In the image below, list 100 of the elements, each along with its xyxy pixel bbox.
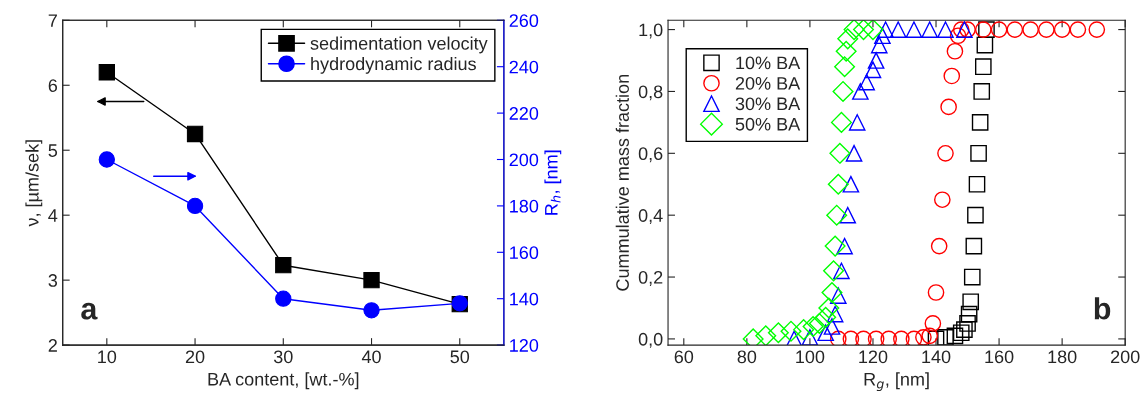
point: [956, 321, 973, 338]
y2-tick-label: 200: [509, 153, 539, 167]
annotation: b: [1094, 297, 1111, 320]
point: [874, 27, 891, 45]
point: [839, 206, 857, 224]
point: [952, 21, 970, 38]
point: [830, 111, 852, 133]
point: [973, 83, 991, 100]
y2-tick-label: 180: [510, 199, 539, 213]
point: [1069, 21, 1087, 38]
point: [826, 204, 848, 226]
point: [968, 175, 986, 193]
point: [867, 52, 885, 69]
x-tick-label: 160: [985, 350, 1014, 364]
point: [186, 197, 204, 215]
y-tick-label: 4: [48, 209, 58, 222]
point: [893, 330, 910, 346]
annotation: a: [81, 302, 98, 320]
point: [943, 67, 961, 85]
point: [976, 36, 994, 54]
point: [927, 330, 945, 346]
point: [960, 305, 978, 323]
y-tick-label: 0,0: [638, 332, 663, 348]
point: [98, 151, 115, 168]
y-tick-label: 0,6: [638, 147, 663, 163]
point: [905, 330, 923, 346]
point: [793, 319, 815, 341]
y-tick-label: 6: [48, 79, 58, 92]
x-tick-label: 50: [450, 350, 470, 364]
x-tick-label: 120: [859, 350, 888, 364]
point: [959, 315, 976, 332]
point: [275, 290, 292, 307]
y-tick-label: 1,0: [639, 23, 663, 39]
point: [832, 80, 854, 102]
point: [842, 330, 860, 346]
point: [937, 144, 954, 162]
y2-tick-label: 240: [509, 60, 539, 74]
point: [852, 83, 869, 100]
legend-label: sedimentation velocity: [310, 36, 488, 54]
y-tick-label: 0,2: [638, 270, 663, 286]
point: [1038, 21, 1055, 38]
x-tick-label: 60: [674, 350, 694, 364]
y-axis-title: Cummulative mass fraction: [615, 75, 629, 291]
y2-tick-label: 160: [510, 246, 539, 260]
point: [921, 21, 939, 38]
y-tick-label: 2: [48, 339, 57, 352]
x-tick-label: 10: [98, 350, 117, 364]
legend-label: 30% BA: [735, 97, 801, 111]
point: [974, 58, 992, 76]
point: [867, 330, 885, 346]
y-tick-label: 7: [48, 14, 57, 27]
x-tick-label: 20: [185, 350, 205, 364]
point: [880, 330, 898, 346]
point: [940, 98, 957, 116]
point: [921, 327, 939, 345]
point: [877, 21, 894, 38]
point: [858, 73, 875, 91]
point: [905, 21, 923, 38]
point: [845, 144, 863, 162]
point: [829, 330, 847, 346]
legend-label: 20% BA: [735, 76, 801, 90]
point: [1006, 21, 1024, 38]
x-tick-label: 30: [273, 350, 293, 364]
point: [767, 322, 789, 344]
point: [98, 64, 115, 81]
point: [824, 235, 846, 257]
point: [363, 302, 380, 319]
point: [742, 328, 764, 346]
point: [927, 284, 945, 301]
point: [862, 20, 884, 41]
point: [1022, 21, 1039, 38]
point: [930, 237, 948, 255]
point: [823, 318, 841, 335]
point: [826, 305, 844, 323]
y-tick-label: 0,8: [638, 85, 663, 101]
point: [802, 316, 824, 338]
point: [186, 125, 204, 143]
point: [755, 325, 777, 346]
point: [974, 21, 992, 38]
point: [990, 21, 1008, 38]
point: [889, 21, 907, 38]
point: [937, 21, 954, 38]
point: [815, 306, 837, 328]
point: [785, 330, 803, 346]
point: [780, 320, 802, 342]
legend-label: hydrodynamic radius: [311, 56, 476, 74]
x-axis-title: R$_{g}$, [nm]: [864, 372, 929, 392]
y2-tick-label: 260: [509, 14, 539, 28]
point: [963, 268, 981, 286]
y-tick-label: 0,4: [638, 209, 663, 225]
y-axis-title: ν, [µm/sek]: [25, 140, 43, 227]
point: [835, 40, 857, 62]
y2-tick-label: 140: [510, 292, 539, 306]
point: [852, 20, 875, 41]
point: [924, 315, 942, 332]
point: [1053, 21, 1071, 38]
point: [843, 20, 865, 41]
point: [808, 312, 830, 334]
point: [949, 27, 967, 45]
legend-label: 10% BA: [736, 56, 801, 70]
